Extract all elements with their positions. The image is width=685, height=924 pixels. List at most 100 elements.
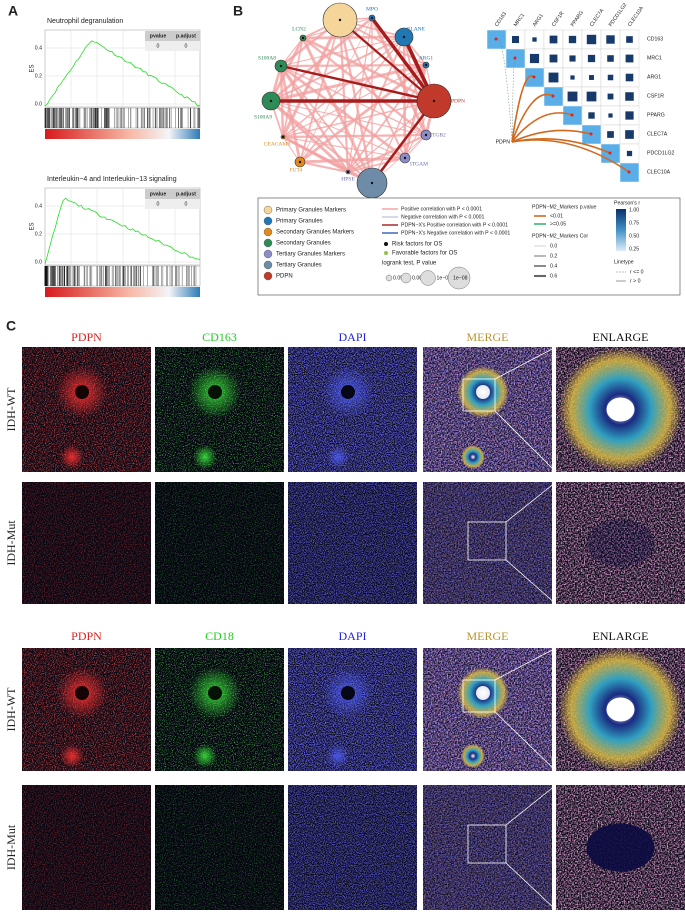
node-label: S100A8 (258, 55, 276, 61)
colorbar-label: 0.25 (629, 246, 639, 252)
node-label: ARG1 (419, 55, 434, 61)
heatmap-square (607, 131, 614, 138)
heatmap-col-label: MRC1 (513, 12, 526, 28)
network-edge (280, 63, 427, 68)
node-label: PDPN (451, 98, 465, 104)
zoom-connector (494, 647, 557, 681)
node-center (281, 135, 285, 139)
plot-title: Interleukin−4 and Interleukin−13 signali… (47, 176, 177, 183)
tissue-glow (461, 445, 485, 469)
legend-swatch (263, 205, 273, 215)
table-header-bg (145, 189, 200, 199)
network-edge (279, 65, 302, 163)
micrograph-noise (288, 482, 417, 604)
legend-text: Primary Granules (276, 219, 323, 225)
vessel (476, 385, 490, 399)
table-header: pvalue (150, 191, 167, 197)
heatmap-col-label: PDCD1LG2 (608, 2, 629, 28)
vessel (586, 519, 655, 567)
node-center (424, 63, 428, 67)
node-label: CEACAM8 (264, 141, 291, 147)
node-label: S100A9 (254, 114, 272, 120)
vessel (75, 686, 89, 700)
colorbar-label: 0.50 (629, 233, 639, 239)
zoom-box (462, 378, 496, 412)
size-label: 0.001 (412, 275, 425, 281)
heatmap-square (567, 91, 578, 102)
link-end (513, 56, 517, 60)
link-curve (511, 139, 630, 173)
y-axis-label: ES (30, 64, 36, 72)
table-header: p.adjust (176, 191, 196, 197)
source-label: PDPN (496, 139, 511, 145)
vessel (75, 385, 89, 399)
heatmap-square (606, 35, 615, 44)
plot-title: Neutrophil degranulation (47, 18, 123, 25)
link-curve (511, 112, 573, 143)
legend-dot (384, 251, 388, 255)
heatmap-square (589, 75, 594, 80)
column-header: PDPN (71, 629, 102, 643)
node-label: ITGAM (410, 161, 428, 167)
legend-text: 0.4 (550, 263, 557, 269)
legend-text: PDPN−X's Positive correlation with P < 0… (401, 222, 508, 228)
legend-text: Favorable factors for OS (392, 251, 457, 257)
column-header: ENLARGE (593, 330, 649, 344)
plot-frame (44, 187, 201, 266)
network-edge (301, 37, 374, 184)
legend-text: Primary Granules Markers (276, 208, 346, 214)
legend-text: 0.6 (550, 273, 557, 279)
legend-title: Pearson's r (614, 200, 640, 206)
heatmap-col-label: ARG1 (532, 13, 545, 28)
legend-text: Tertiary Granules (276, 263, 322, 269)
heatmap-square (625, 54, 634, 63)
node-center (403, 156, 407, 160)
size-swatch (420, 270, 436, 286)
table-header: p.adjust (176, 33, 196, 39)
node-center (432, 99, 436, 103)
heatmap-square (588, 112, 595, 119)
node-label: FUT4 (289, 167, 302, 173)
legend-title: logrank test, P value (382, 261, 437, 267)
node-center (370, 181, 374, 185)
vessel (476, 686, 490, 700)
link-end (589, 132, 593, 136)
heatmap-col-label: CD163 (494, 11, 508, 28)
y-tick-label: 0.4 (35, 45, 42, 51)
table-value: 0 (185, 43, 188, 49)
column-header: CD163 (202, 330, 237, 344)
node-label: LCN2 (292, 26, 306, 32)
colorbar (616, 209, 626, 251)
rank-bar (45, 287, 200, 297)
vessel-lumen (606, 397, 635, 422)
legend-swatch (263, 227, 273, 237)
heatmap-square (607, 93, 614, 100)
link-curve (511, 75, 535, 143)
vessel (341, 385, 355, 399)
table-header-bg (145, 31, 200, 41)
legend-text: Risk factors for OS (392, 242, 442, 248)
node-center (370, 16, 374, 20)
tissue-glow (326, 445, 350, 469)
node-center (402, 35, 406, 39)
zoom-box (467, 521, 507, 561)
heatmap-row-label: PPARG (647, 112, 665, 118)
es-curve (44, 40, 201, 107)
vessel (586, 823, 655, 872)
zoom-connector (494, 346, 557, 380)
y-tick-label: 0.4 (35, 203, 42, 209)
network-edge (279, 65, 350, 173)
size-label: 1e−08 (453, 275, 468, 281)
zoom-connector (505, 862, 557, 911)
y-tick-label: 0.0 (35, 101, 42, 107)
micrograph-noise (556, 482, 685, 604)
heatmap-square (607, 74, 614, 81)
network-edge (347, 157, 406, 173)
network-edge (339, 19, 406, 159)
micrograph-noise (155, 785, 284, 910)
heatmap-square (625, 130, 634, 139)
vessel (208, 385, 222, 399)
heatmap-square (625, 73, 634, 82)
heatmap-square (549, 54, 558, 63)
